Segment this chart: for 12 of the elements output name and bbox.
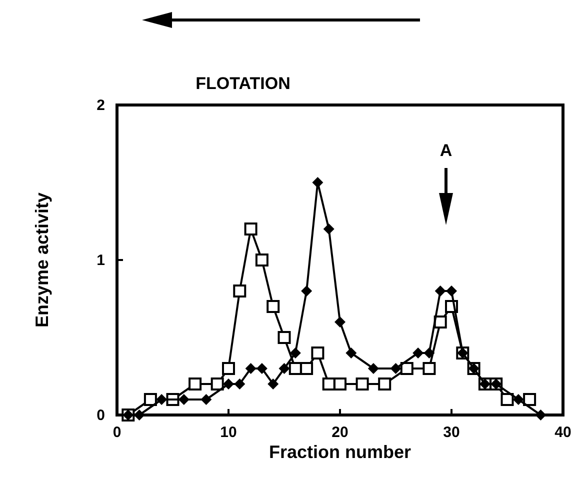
y-tick-label: 2 [96,97,105,114]
x-tick-label: 10 [220,424,237,441]
annotation: A [440,141,452,160]
y-axis-title: Enzyme activity [32,192,52,328]
x-tick-label: 0 [112,424,122,441]
x-tick-label: 30 [443,424,460,441]
x-axis-title: Fraction number [268,442,412,462]
x-tick-label: 40 [554,424,572,441]
chart-title: FLOTATION [196,74,290,93]
y-tick-label: 0 [96,407,105,424]
x-tick-label: 20 [332,424,348,441]
y-tick-label: 1 [96,252,105,269]
